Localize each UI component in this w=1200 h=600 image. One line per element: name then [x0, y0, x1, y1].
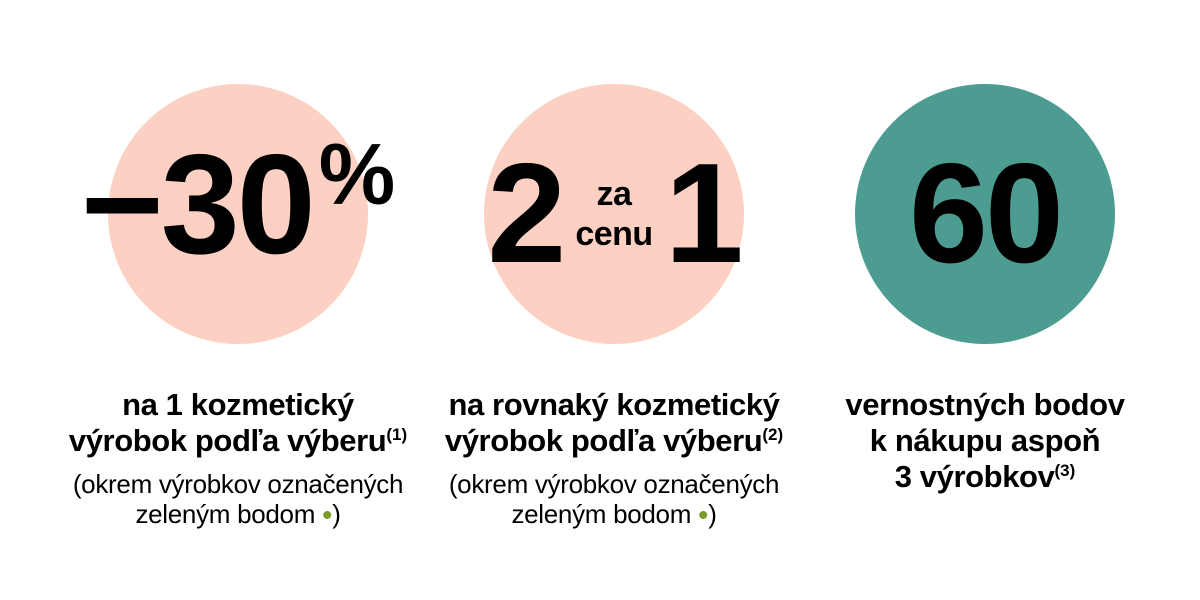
loyalty-points-value: 60: [909, 143, 1064, 285]
discount-circle: −30%: [81, 84, 395, 344]
two-for-one-value: 2 za cenu 1: [487, 134, 744, 293]
offer-column-loyalty-points: 60 vernostných bodov k nákupu aspoň 3 výro…: [795, 0, 1175, 500]
footnote-marker-2: (2): [762, 425, 784, 444]
za-cenu-label: za cenu: [575, 174, 653, 254]
discount-value: −30%: [81, 127, 395, 295]
footnote-marker-3: (3): [1054, 461, 1076, 480]
two-for-one-circle: 2 za cenu 1: [484, 84, 744, 344]
note-line: (okrem výrobkov označených: [72, 469, 404, 499]
heading-line: na 1 kozmetický: [122, 387, 354, 422]
heading-line: výrobok podľa výberu: [444, 423, 763, 458]
discount-note: (okrem výrobkov označených zeleným bodom …: [48, 469, 428, 531]
one-number: 1: [664, 134, 744, 293]
cenu-label: cenu: [575, 215, 653, 253]
green-dot-icon: •: [322, 498, 333, 532]
minus-thirty-number: −30: [80, 124, 316, 284]
note-line: zeleným bodom: [511, 499, 692, 529]
heading-line: výrobok podľa výberu: [68, 423, 387, 458]
note-line: zeleným bodom: [135, 499, 316, 529]
za-label: za: [596, 174, 632, 213]
discount-heading: na 1 kozmetický výrobok podľa výberu(1): [48, 387, 428, 464]
heading-line: vernostných bodov: [845, 387, 1125, 422]
offer-column-two-for-one: 2 za cenu 1 na rovnaký kozmetický výrobok …: [424, 0, 804, 531]
discount-caption: na 1 kozmetický výrobok podľa výberu(1) (…: [48, 387, 428, 531]
heading-line: 3 výrobkov: [894, 459, 1055, 494]
footnote-marker-1: (1): [386, 425, 408, 444]
percent-sign: %: [318, 126, 396, 223]
two-for-one-heading: na rovnaký kozmetický výrobok podľa výber…: [424, 387, 804, 464]
note-line: (okrem výrobkov označených: [448, 469, 780, 499]
heading-line: na rovnaký kozmetický: [448, 387, 780, 422]
green-dot-icon: •: [698, 498, 709, 532]
note-close-paren: ): [708, 499, 717, 529]
two-for-one-note: (okrem výrobkov označených zeleným bodom …: [424, 469, 804, 531]
two-for-one-caption: na rovnaký kozmetický výrobok podľa výber…: [424, 387, 804, 531]
sixty-number: 60: [909, 134, 1064, 293]
heading-line: k nákupu aspoň: [869, 423, 1101, 458]
loyalty-points-circle: 60: [855, 84, 1115, 344]
offer-column-discount: −30% na 1 kozmetický výrobok podľa výberu…: [48, 0, 428, 531]
loyalty-points-caption: vernostných bodov k nákupu aspoň 3 výrobko…: [795, 387, 1175, 500]
loyalty-points-heading: vernostných bodov k nákupu aspoň 3 výrobko…: [795, 387, 1175, 500]
note-close-paren: ): [332, 499, 341, 529]
two-number: 2: [487, 134, 566, 293]
